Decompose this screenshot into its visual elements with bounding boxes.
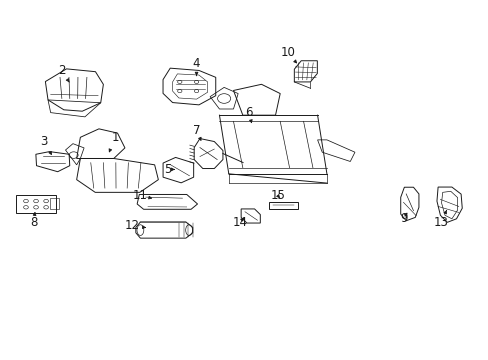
Text: 10: 10 bbox=[280, 46, 296, 63]
Text: 7: 7 bbox=[192, 124, 201, 140]
Text: 9: 9 bbox=[399, 212, 407, 225]
Text: 15: 15 bbox=[270, 189, 285, 202]
Text: 8: 8 bbox=[30, 213, 37, 229]
Text: 14: 14 bbox=[232, 216, 247, 229]
Text: 13: 13 bbox=[433, 211, 447, 229]
Text: 12: 12 bbox=[124, 219, 145, 232]
Text: 11: 11 bbox=[133, 189, 151, 202]
Text: 2: 2 bbox=[58, 64, 69, 82]
Text: 5: 5 bbox=[164, 163, 174, 176]
Text: 3: 3 bbox=[41, 135, 51, 154]
Text: 6: 6 bbox=[245, 107, 252, 123]
Text: 1: 1 bbox=[109, 131, 119, 152]
Text: 4: 4 bbox=[192, 57, 200, 76]
